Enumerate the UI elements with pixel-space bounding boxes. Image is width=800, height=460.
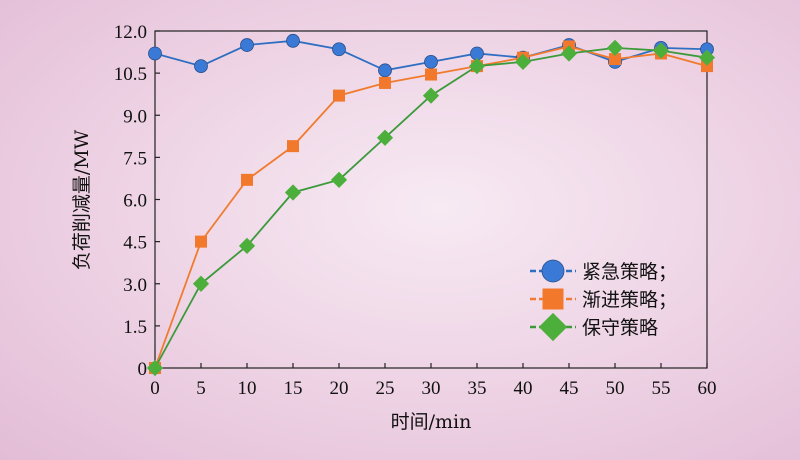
x-tick-label: 0 [150, 378, 160, 399]
data-point [330, 171, 348, 188]
legend-marker [538, 312, 568, 342]
legend-marker [541, 259, 565, 283]
x-tick-label: 35 [468, 378, 487, 399]
y-tick-label: 1.5 [123, 317, 147, 338]
legend-label: 紧急策略； [582, 261, 677, 283]
x-tick-label: 50 [606, 378, 625, 399]
data-point [286, 33, 300, 48]
y-tick-label: 3.0 [123, 275, 147, 296]
data-point [333, 89, 345, 102]
x-tick-label: 10 [238, 378, 257, 399]
x-tick-label: 15 [284, 378, 303, 399]
y-tick-label: 10.5 [114, 64, 147, 85]
data-point [378, 63, 392, 78]
x-tick-label: 45 [560, 378, 579, 399]
data-point [241, 173, 253, 186]
y-tick-label: 12.0 [114, 22, 147, 43]
legend-label: 保守策略 [582, 317, 658, 339]
series-3 [146, 39, 716, 377]
legend-item: 保守策略 [530, 312, 658, 342]
x-tick-label: 60 [698, 378, 717, 399]
data-point [379, 76, 391, 89]
data-point [284, 184, 302, 201]
data-point [514, 53, 532, 70]
x-tick-label: 25 [376, 378, 395, 399]
data-point [424, 54, 438, 69]
x-tick-label: 5 [196, 378, 206, 399]
series-layer [146, 33, 716, 377]
data-point [698, 49, 716, 66]
data-point [701, 60, 713, 73]
x-tick-label: 20 [330, 378, 349, 399]
data-point [376, 129, 394, 146]
x-axis-label: 时间/min [391, 411, 472, 433]
y-tick-label: 0 [138, 359, 148, 380]
legend-label: 渐进策略； [582, 289, 677, 311]
legend: 紧急策略； 渐进策略； 保守策略 [530, 259, 677, 342]
axes: 0 5 10 15 20 25 30 35 40 45 50 55 60 0 1.5 3.0 4.5 6.0 7.5… [114, 22, 717, 399]
x-tick-label: 55 [652, 378, 671, 399]
legend-marker [542, 288, 564, 310]
data-point [609, 53, 621, 66]
legend-item: 紧急策略； [530, 259, 677, 283]
y-axis-label: 负荷削减量/MW [71, 129, 93, 270]
data-point [560, 45, 578, 62]
y-tick-label: 4.5 [123, 233, 147, 254]
x-tick-label: 30 [422, 378, 441, 399]
data-point [192, 275, 210, 292]
data-point [287, 140, 299, 153]
data-point [606, 39, 624, 56]
data-point [425, 68, 437, 81]
legend-item: 渐进策略； [530, 288, 677, 311]
data-point [468, 58, 486, 75]
data-point [422, 87, 440, 104]
data-point [240, 38, 254, 52]
y-tick-label: 6.0 [123, 191, 147, 212]
data-point [195, 235, 207, 248]
y-tick-label: 9.0 [123, 106, 147, 127]
data-point [146, 359, 164, 377]
data-point [194, 59, 208, 74]
data-point [332, 42, 346, 57]
data-point [148, 46, 162, 61]
data-point [652, 42, 670, 59]
x-tick-label: 40 [514, 378, 533, 399]
data-point [238, 237, 256, 254]
y-tick-label: 7.5 [123, 148, 147, 169]
